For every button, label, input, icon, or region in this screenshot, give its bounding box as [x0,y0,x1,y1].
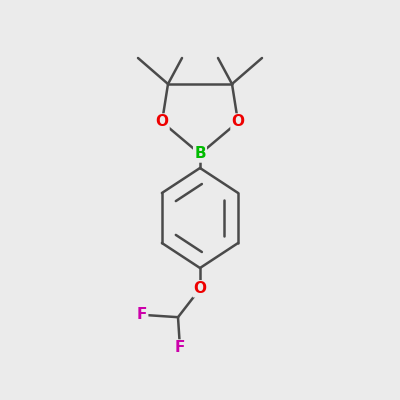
Text: F: F [137,307,147,322]
Text: O: O [156,114,168,130]
Text: F: F [175,340,185,356]
Text: O: O [232,114,244,130]
Text: O: O [194,281,206,296]
Text: B: B [194,146,206,162]
